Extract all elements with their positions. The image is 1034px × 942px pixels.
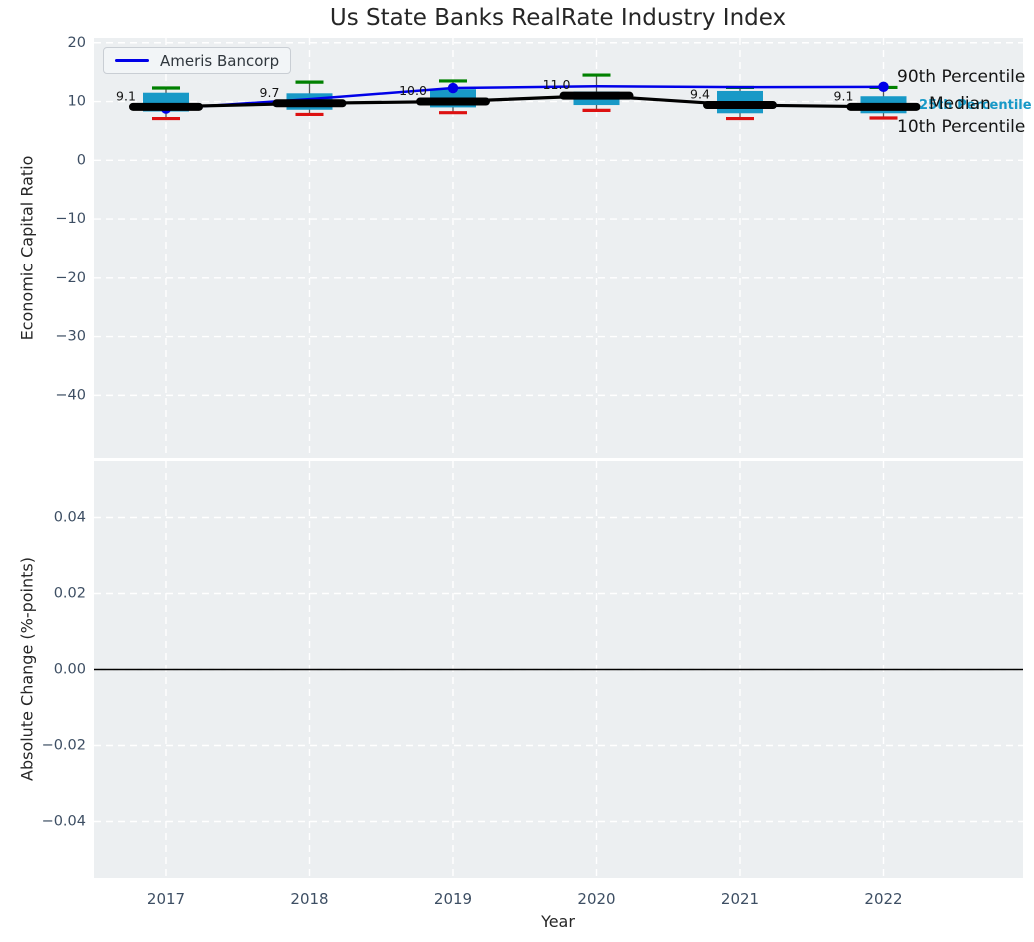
x-tick-label: 2019 (434, 890, 472, 908)
ameris-bancorp-marker (878, 81, 889, 93)
y-tick-label-top: −20 (55, 270, 86, 286)
x-tick-label: 2020 (577, 890, 615, 908)
x-axis-label: Year (541, 912, 575, 931)
y-tick-label-bottom: 0.02 (54, 586, 86, 602)
ameris-bancorp-marker (447, 82, 459, 94)
x-tick-label: 2017 (147, 890, 185, 908)
median-value-label: 9.4 (690, 87, 710, 102)
annotation-90th-percentile: 90th Percentile (897, 67, 1026, 87)
y-tick-label-top: −40 (55, 387, 86, 403)
chart-title: Us State Banks RealRate Industry Index (329, 5, 787, 31)
x-tick-label: 2022 (864, 890, 902, 908)
y-tick-label-top: 10 (68, 94, 86, 110)
legend-line-sample (115, 59, 149, 62)
annotation-25th-percentile: 25th Percentile (919, 98, 1032, 113)
y-tick-label-bottom: −0.04 (42, 814, 86, 830)
annotation-median: Median (929, 94, 991, 114)
x-tick-label: 2021 (721, 890, 759, 908)
y-tick-label-bottom: −0.02 (42, 738, 86, 754)
median-value-label: 9.1 (116, 88, 136, 103)
y-tick-label-top: −10 (55, 211, 86, 227)
x-tick-label: 2018 (290, 890, 328, 908)
y-axis-label-top: Economic Capital Ratio (17, 155, 37, 341)
legend-label: Ameris Bancorp (160, 51, 280, 70)
median-value-label: 11.0 (543, 77, 571, 92)
median-value-label: 10.0 (399, 83, 427, 98)
y-tick-label-top: −30 (55, 329, 86, 345)
median-value-label: 9.1 (834, 88, 854, 103)
y-tick-label-top: 0 (77, 152, 86, 168)
y-axis-label-bottom: Absolute Change (%-points) (17, 557, 37, 781)
y-tick-label-top: 20 (68, 35, 86, 51)
y-tick-label-bottom: 0.04 (54, 510, 86, 526)
annotation-10th-percentile: 10th Percentile (897, 117, 1026, 137)
y-tick-label-bottom: 0.00 (54, 662, 86, 678)
median-value-label: 9.7 (260, 85, 280, 100)
legend: Ameris Bancorp (103, 47, 292, 74)
